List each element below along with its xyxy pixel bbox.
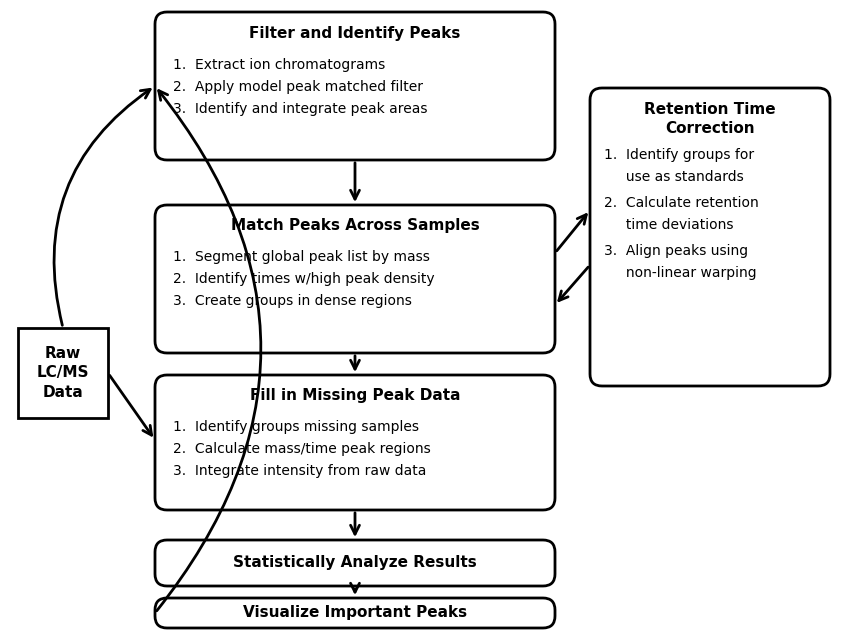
Text: 1.  Segment global peak list by mass: 1. Segment global peak list by mass	[173, 250, 430, 264]
FancyBboxPatch shape	[155, 540, 555, 586]
Text: Statistically Analyze Results: Statistically Analyze Results	[233, 555, 477, 571]
Bar	[18, 328, 108, 418]
FancyBboxPatch shape	[155, 205, 555, 353]
Text: Retention Time
Correction: Retention Time Correction	[644, 102, 776, 136]
Text: 2.  Apply model peak matched filter: 2. Apply model peak matched filter	[173, 80, 423, 94]
Text: Visualize Important Peaks: Visualize Important Peaks	[243, 605, 467, 621]
Text: 1.  Extract ion chromatograms: 1. Extract ion chromatograms	[173, 58, 385, 72]
Text: 2.  Identify times w/high peak density: 2. Identify times w/high peak density	[173, 272, 434, 286]
Text: Match Peaks Across Samples: Match Peaks Across Samples	[230, 218, 479, 233]
Text: 2.  Calculate mass/time peak regions: 2. Calculate mass/time peak regions	[173, 442, 431, 456]
Text: 1.  Identify groups for: 1. Identify groups for	[604, 148, 754, 162]
Text: use as standards: use as standards	[604, 170, 744, 184]
Text: 3.  Identify and integrate peak areas: 3. Identify and integrate peak areas	[173, 102, 428, 116]
FancyBboxPatch shape	[155, 12, 555, 160]
Text: 3.  Align peaks using: 3. Align peaks using	[604, 244, 748, 258]
Text: non-linear warping: non-linear warping	[604, 266, 756, 280]
Text: 2.  Calculate retention: 2. Calculate retention	[604, 196, 759, 210]
FancyBboxPatch shape	[155, 375, 555, 510]
Text: 3.  Create groups in dense regions: 3. Create groups in dense regions	[173, 294, 412, 308]
Text: time deviations: time deviations	[604, 218, 734, 232]
Text: Raw
LC/MS
Data: Raw LC/MS Data	[37, 346, 89, 400]
FancyBboxPatch shape	[155, 598, 555, 628]
FancyBboxPatch shape	[590, 88, 830, 386]
Text: Fill in Missing Peak Data: Fill in Missing Peak Data	[250, 388, 460, 403]
Text: 3.  Integrate intensity from raw data: 3. Integrate intensity from raw data	[173, 464, 427, 478]
Text: Filter and Identify Peaks: Filter and Identify Peaks	[249, 26, 461, 41]
Text: 1.  Identify groups missing samples: 1. Identify groups missing samples	[173, 420, 419, 434]
